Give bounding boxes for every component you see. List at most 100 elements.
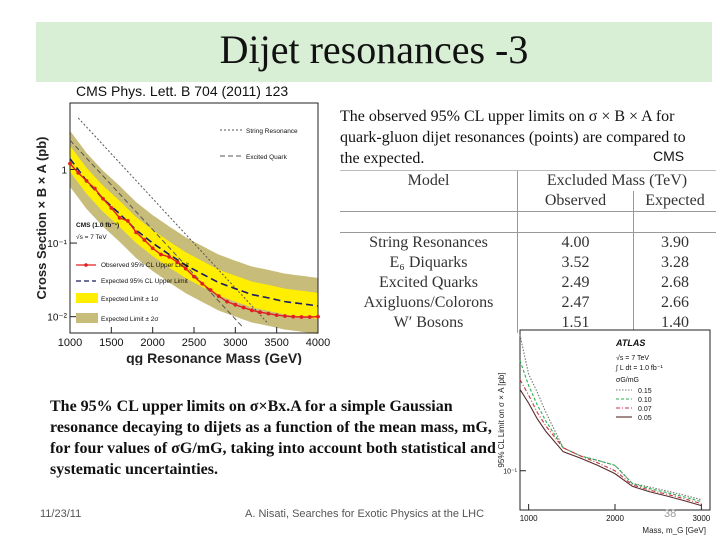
- y-tick-label: 1: [61, 165, 67, 176]
- observed-point: [76, 170, 81, 175]
- observed-point: [134, 230, 139, 235]
- x-tick-label: 2500: [182, 337, 206, 349]
- atlas-x-tick-label: 2000: [606, 514, 624, 523]
- atlas-limit-chart: 1000 2000 3000 10⁻¹ ATLAS √s = 7 TeV ∫ L dt = …: [497, 329, 711, 535]
- expected-cell: 1.40: [633, 313, 716, 333]
- y-axis-title: Cross Section × B × A (pb): [34, 136, 49, 299]
- x-tick-label: 4000: [306, 337, 330, 349]
- legend-cms: CMS (1.0 fb⁻¹): [76, 222, 119, 229]
- observed-cell: 2.47: [517, 293, 634, 313]
- observed-point: [233, 302, 238, 307]
- model-cell: Axigluons/Colorons: [363, 294, 494, 311]
- spacer-cell: [633, 211, 716, 233]
- observed-point: [159, 252, 163, 257]
- atlas-legend-energy: √s = 7 TeV: [616, 354, 649, 362]
- expected-cell: 2.68: [633, 273, 716, 293]
- legend-observed-marker: [84, 263, 88, 267]
- expected-cell: 3.90: [633, 232, 716, 253]
- expected-limit-line: [69, 158, 319, 307]
- table-row: [340, 211, 716, 233]
- spacer-cell: [340, 212, 518, 233]
- x-tick-label: 1000: [58, 337, 82, 349]
- cms-tag: CMS: [653, 148, 685, 164]
- observed-point: [266, 311, 271, 316]
- x-tick-label: 3500: [264, 337, 288, 349]
- atlas-series-line: [519, 360, 702, 503]
- observed-cell: 1.51: [517, 313, 634, 333]
- observed-point: [208, 288, 213, 292]
- title-band: [36, 22, 712, 82]
- expected-cell: 3.28: [633, 253, 716, 273]
- slide-title: Dijet resonances -3: [219, 27, 529, 72]
- footer-date: 11/23/11: [40, 508, 82, 520]
- legend-energy: √s = 7 TeV: [76, 233, 107, 241]
- table-row: Excited Quarks 2.49 2.68: [340, 273, 716, 293]
- observed-point: [316, 314, 320, 319]
- y-tick-label: 10⁻¹: [47, 239, 67, 250]
- observed-point: [150, 246, 155, 251]
- atlas-series-line: [519, 334, 702, 501]
- atlas-legend-entry: 0.10: [638, 397, 652, 404]
- model-cell: Excited Quarks: [378, 274, 479, 291]
- observed-point: [274, 313, 279, 318]
- header-excluded: Excluded Mass (TeV): [517, 170, 716, 191]
- observed-point: [216, 294, 221, 299]
- observed-cell: 3.52: [517, 253, 634, 273]
- legend-observed: Observed 95% CL Upper Limit: [101, 262, 189, 269]
- observed-point: [241, 305, 246, 310]
- legend-expected: Expected 95% CL Upper Limit: [101, 278, 188, 285]
- observed-point: [92, 186, 97, 191]
- observed-point: [68, 161, 72, 166]
- cms-limit-chart: 1000 1500 2000 2500 3000 3500 4000 1 10⁻¹ 10⁻² CMS…: [34, 102, 330, 365]
- expected-cell: 2.66: [633, 293, 716, 313]
- observed-point: [101, 196, 105, 201]
- spacer-cell: [517, 211, 634, 233]
- atlas-legend-title: ATLAS: [615, 338, 645, 348]
- legend-string-resonance: String Resonance: [246, 128, 298, 135]
- atlas-series-line: [519, 389, 702, 507]
- observed-point: [307, 315, 312, 319]
- legend-excited-quark: Excited Quark: [246, 154, 288, 161]
- header-observed: Observed: [517, 191, 634, 212]
- legend-band1: Expected Limit ± 1σ: [101, 296, 158, 303]
- x-axis-title: qg Resonance Mass (GeV): [126, 350, 302, 365]
- table-row: String Resonances 4.00 3.90: [340, 232, 716, 253]
- atlas-x-axis-title: Mass, m_G [GeV]: [642, 526, 706, 535]
- y-tick-label: 10⁻²: [47, 313, 67, 324]
- observed-point: [249, 308, 254, 313]
- footer-center: A. Nisati, Searches for Exotic Physics a…: [245, 508, 485, 520]
- table-row: E₆ Diquarks 3.52 3.28: [340, 253, 716, 273]
- observed-point: [225, 299, 229, 304]
- observed-point: [109, 206, 114, 210]
- header-model: Model: [340, 170, 518, 191]
- description-top: The observed 95% CL upper limits on σ × …: [340, 108, 686, 167]
- atlas-series-line: [519, 379, 702, 505]
- x-tick-label: 1500: [99, 337, 123, 349]
- band-1sigma: [70, 145, 318, 319]
- table-row: Axigluons/Colorons 2.47 2.66: [340, 293, 716, 313]
- atlas-x-tick-label: 3000: [692, 514, 710, 523]
- atlas-legend-ratio: σG/mG: [616, 377, 639, 384]
- legend-band1-swatch: [76, 293, 98, 303]
- header-blank: [340, 191, 518, 212]
- observed-point: [283, 314, 287, 318]
- observed-point: [142, 238, 147, 242]
- atlas-plot-frame: [519, 329, 711, 511]
- legend-band2: Expected Limit ± 2σ: [101, 316, 158, 323]
- atlas-y-axis-title: 95% CL Limit on σ × A [pb]: [497, 372, 506, 467]
- x-tick-label: 2000: [140, 337, 164, 349]
- page-number: 38: [664, 508, 677, 520]
- observed-point: [84, 178, 89, 183]
- atlas-legend-entry: 0.15: [638, 388, 652, 395]
- observed-point: [125, 219, 130, 223]
- atlas-legend-entry: 0.07: [638, 406, 652, 413]
- table-row: W′ Bosons 1.51 1.40: [340, 313, 716, 333]
- description-bottom: The 95% CL upper limits on σ×Bx.A for a …: [50, 398, 496, 478]
- observed-point: [291, 314, 296, 319]
- reference-citation: CMS Phys. Lett. B 704 (2011) 123: [76, 83, 289, 99]
- atlas-y-tick-label: 10⁻¹: [503, 469, 517, 476]
- excited-quark-curve: [69, 139, 244, 329]
- observed-point: [175, 260, 180, 265]
- x-tick-label: 3000: [223, 337, 247, 349]
- observed-point: [117, 215, 122, 220]
